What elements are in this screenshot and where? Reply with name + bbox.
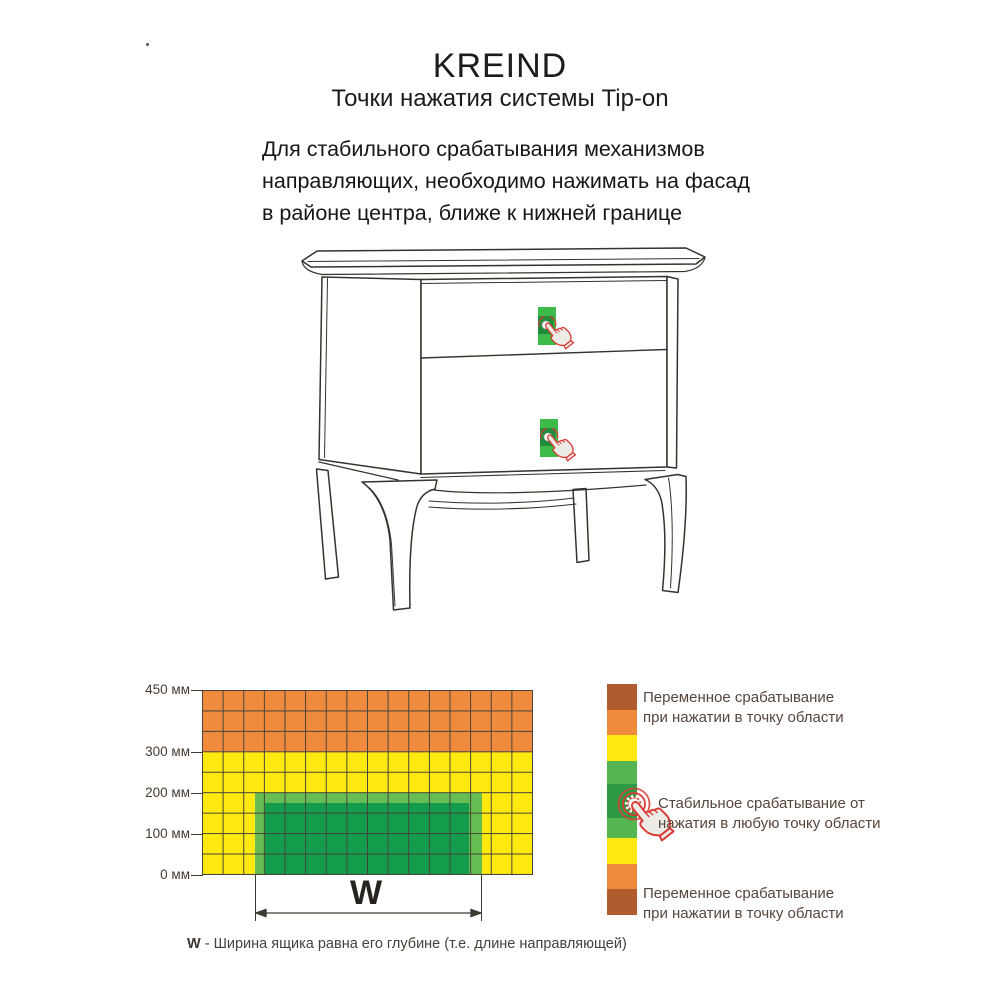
legend-seg-green [607,761,637,787]
legend-label-variable-top: Переменное срабатывание при нажатии в то… [643,689,844,726]
brand-title: KREIND [432,47,568,85]
page-subtitle: Точки нажатия системы Tip-on [331,85,669,112]
grid-lines [202,690,533,875]
rear-right-leg [572,487,590,564]
legend-seg-brown [607,684,637,710]
legend-seg-brown [607,889,637,916]
legend-label-stable: Стабильное срабатывание от нажатия в люб… [658,795,881,832]
legend-seg-orange [607,709,637,736]
side-panel [318,276,422,475]
legend-seg-yellow [607,838,637,864]
right-stile [666,275,679,469]
rear-left-leg [315,468,340,580]
press-point-top-drawer [538,307,577,353]
stray-dot-mark [146,43,149,46]
legend-touch-icon [617,787,679,847]
side-stretcher [428,497,577,510]
left-apron [318,461,399,481]
w-dimension-arrow [255,908,482,918]
front-apron-top [420,469,666,479]
drawer-divider [420,348,668,359]
w-label: W [349,874,383,912]
legend-label-variable-bottom: Переменное срабатывание при нажатии в то… [643,885,844,922]
w-footnote: W - Ширина ящика равна его глубине (т.е.… [187,936,627,952]
press-point-bottom-drawer [540,419,579,465]
tabletop [301,247,706,268]
legend-seg-yellow [607,735,637,762]
w-extension-line-left [254,875,256,921]
legend-seg-orange [607,863,637,890]
description-text: Для стабильного срабатывания механизмов … [262,137,750,225]
nightstand-drawing [301,247,706,611]
press-zone-chart [202,690,533,875]
front-right-leg [644,473,687,594]
w-extension-line-right [481,875,483,921]
front-left-leg [361,479,438,611]
front-apron-bottom [433,484,647,494]
